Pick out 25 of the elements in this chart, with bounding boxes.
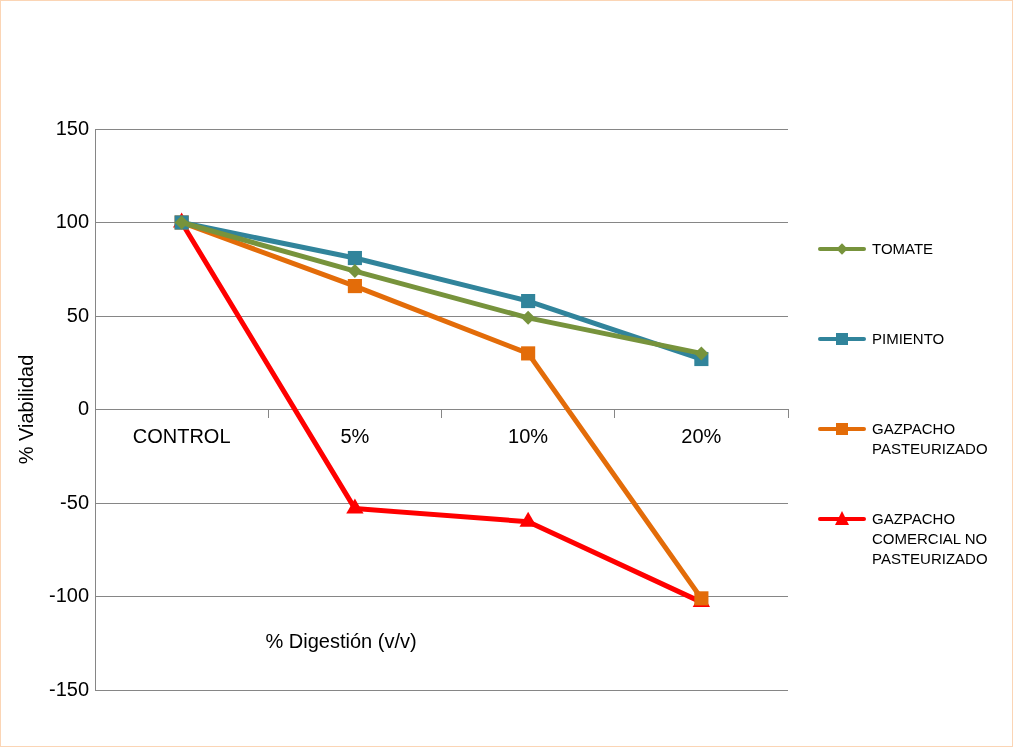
legend-label: GAZPACHO PASTEURIZADO [872, 419, 989, 459]
x-tick-label: 10% [508, 425, 549, 448]
point [521, 310, 536, 325]
legend-label: GAZPACHO COMERCIAL NO PASTEURIZADO [872, 509, 989, 569]
point [347, 250, 362, 266]
x-tick-label: 20% [681, 425, 722, 448]
point [347, 279, 362, 294]
point [694, 346, 709, 361]
legend-label: TOMATE [872, 239, 934, 259]
x-tick-label: CONTROL [132, 425, 231, 448]
y-tick-label: -50 [60, 490, 90, 513]
legend-label: PIMIENTO [872, 329, 945, 349]
x-tick-label: 5% [340, 425, 370, 448]
y-tick-label: 0 [77, 397, 90, 420]
y-axis-title: % Viabilidad [14, 354, 37, 465]
y-tick-label: -150 [49, 677, 90, 700]
y-tick-label: 100 [55, 210, 90, 233]
point [347, 264, 362, 279]
y-tick-label: -100 [49, 584, 90, 607]
x-axis-title: % Digestión (v/v) [265, 629, 417, 652]
point [521, 293, 536, 309]
y-tick-label: 150 [55, 116, 90, 139]
point [521, 346, 536, 361]
point [346, 498, 364, 514]
y-tick-label: 50 [66, 303, 90, 326]
